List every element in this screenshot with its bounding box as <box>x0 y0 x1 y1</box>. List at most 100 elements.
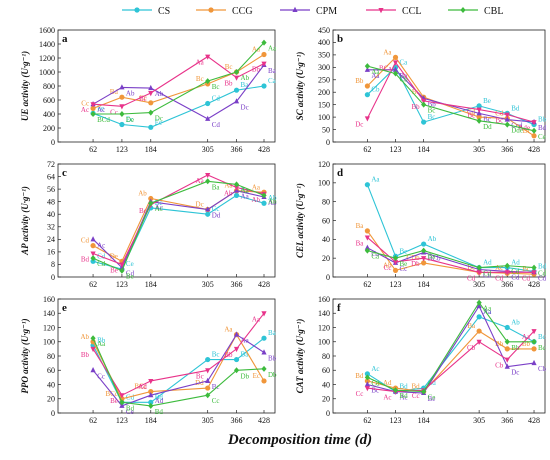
panel-a-xtick-label: 62 <box>89 145 97 154</box>
panel-b-ytick-label: 250 <box>318 76 330 85</box>
panel-e-xtick-label: 305 <box>202 416 214 425</box>
panel-e-cbl-point <box>90 335 96 342</box>
panel-d-ccl-point <box>392 259 399 266</box>
panel-e-cpm-point <box>233 331 240 337</box>
panel-a-ytick-label: 400 <box>43 110 55 119</box>
panel-c-ccl-sig-label: Ab <box>224 190 233 198</box>
panel-a-ccl-line <box>93 55 265 107</box>
panel-a-ytick-label: 1600 <box>39 26 55 35</box>
panel-e-ccl-point <box>148 378 154 385</box>
panel-b-ccl-point <box>476 107 482 113</box>
panel-b-ytick-label: 100 <box>318 113 330 122</box>
panel-b-ytick-label: 0 <box>326 138 330 147</box>
panel-b-cbl-sig-label: Aa <box>371 68 380 76</box>
panel-d-ccl-sig-label: Ba <box>356 239 365 247</box>
panel-e-ytick-label: 160 <box>43 295 55 304</box>
panel-a-cbl-point <box>119 111 125 117</box>
panel-b-cpm-point <box>392 66 399 72</box>
panel-a-ccg-line <box>92 54 265 109</box>
panel-e-cs-point <box>205 356 211 363</box>
panel-f-cs-sig-label: Aa <box>483 308 492 316</box>
panel-d-cs-point <box>421 241 427 247</box>
panel-e-ccg-sig-label: Aa <box>224 326 233 334</box>
panel-f-ccg-sig-label: Bb <box>522 340 531 348</box>
panel-c-cbl-sig-label: Ac <box>155 205 163 213</box>
panel-c-cbl-sig-label: Be <box>126 273 134 281</box>
panel-d-cs-sig-label: Bd <box>538 262 547 270</box>
panel-b-cbl-point <box>392 70 399 77</box>
legend-label-cbl: CBL <box>484 6 503 17</box>
panel-d-ccl-point <box>504 270 510 276</box>
panel-c-cs-point <box>90 258 96 264</box>
panel-f-cbl-point <box>421 388 427 395</box>
panel-c-ylabel: AP activity (U·g⁻¹) <box>20 186 30 256</box>
panel-d-ytick-label: 60 <box>322 216 330 225</box>
panel-d-ytick-label: 40 <box>322 235 330 244</box>
panel-b-ccl-point <box>421 98 427 105</box>
panel-f-ccl-sig-label: Aa <box>522 333 531 341</box>
panel-b-ccl-point <box>531 120 537 126</box>
panel-a-ccl-sig-label: Bc <box>139 95 147 103</box>
panel-a-xtick-label: 428 <box>258 145 270 154</box>
legend-marker-cpm <box>292 6 298 12</box>
panel-b-ytick-label: 400 <box>318 38 330 47</box>
panel-b-ccl-point <box>504 112 510 118</box>
x-axis-title: Decomposition time (d) <box>227 432 372 448</box>
panel-d-cpm-sig-label: Ca <box>371 250 380 258</box>
panel-f-cs-sig-label: Ac <box>371 365 379 373</box>
panel-d-ccg-point <box>364 228 370 234</box>
panel-f-cpm-sig-label: Be <box>428 395 436 403</box>
panel-b-ccl-sig-label: BCa <box>379 64 392 72</box>
legend-label-cpm: CPM <box>316 6 337 17</box>
panel-f-ylabel: CAT activity (U·g⁻¹) <box>295 319 305 394</box>
panel-e-ccg-sig-label: BCc <box>134 383 146 391</box>
panel-e-ccl-sig-label: Bc <box>196 372 204 380</box>
panel-f-ccl-sig-label: Cc <box>412 392 420 400</box>
panel-f-cbl-point <box>476 299 482 306</box>
panel-a-ccl-sig-label: Aa <box>196 59 205 67</box>
panel-f-ytick-label: 60 <box>322 366 330 375</box>
panel-e-cs-point <box>148 399 154 405</box>
panel-c-xtick-label: 123 <box>116 280 128 289</box>
panel-e-ccl-sig-label: Aa <box>252 315 261 323</box>
panel-e-cs-sig-label: Ba <box>268 329 277 337</box>
panel-a-cbl-point <box>148 109 154 116</box>
panel-d-ccl-sig-label: Cd <box>522 274 531 282</box>
panel-d-ccl-point <box>421 256 427 262</box>
panel-a-cs-sig-label: Cd <box>212 95 221 103</box>
panel-d-ccg-sig-label: Bc <box>522 265 530 273</box>
panel-a-cs-line <box>92 85 265 128</box>
panel-f-ccg-sig-label: Ad <box>383 379 392 387</box>
panel-a-cs-sig-label: Ec <box>155 118 162 126</box>
panel-f-ccg-sig-label: Bb <box>495 340 504 348</box>
panel-c-ccl-sig-label: Be <box>110 266 118 274</box>
panel-b-ccl-point <box>392 60 399 66</box>
panel-c-ccl-point <box>205 172 211 179</box>
panel-d-cs-sig-label: Aa <box>371 176 380 184</box>
panel-c-ccg-sig-label: De <box>110 252 118 260</box>
panel-f-cbl-line <box>367 301 534 393</box>
panel-a-cpm-sig-label: Ab <box>126 89 135 97</box>
panel-f-ccl-point <box>476 339 482 345</box>
panel-d-ccl-point <box>364 235 370 241</box>
panel-f-ccg-sig-label: Bd <box>411 383 420 391</box>
panel-a-ccl-point <box>205 54 211 60</box>
panel-c-ccl-point <box>90 251 96 257</box>
panel-c-cbl-point <box>119 267 125 274</box>
panel-b-ccg-sig-label: Cd <box>467 108 476 116</box>
panel-c-xtick-label: 428 <box>258 280 270 289</box>
panel-a-ylabel: UE activity (U·g⁻¹) <box>20 51 30 121</box>
panel-b-cbl-point <box>476 117 482 124</box>
panel-d-cpm-sig-label: Cd <box>511 273 520 281</box>
panel-d-ylabel: CEL activity (U·g⁻¹) <box>295 183 305 258</box>
panel-c-ccl-sig-label: Bc <box>139 207 147 215</box>
panel-b-xtick-label: 123 <box>390 145 402 154</box>
panel-a-ccl-point <box>148 91 154 97</box>
panel-c-ccl-sig-label: Ab <box>251 196 260 204</box>
panel-e-cpm-sig-label: Aa <box>241 337 250 345</box>
panel-d-xtick-label: 366 <box>501 280 513 289</box>
panel-e-cbl-point <box>148 402 154 409</box>
panel-f-ccl-point <box>531 329 537 335</box>
panel-f-ccl-point <box>364 386 370 392</box>
panel-c-ytick-label: 24 <box>47 235 55 244</box>
